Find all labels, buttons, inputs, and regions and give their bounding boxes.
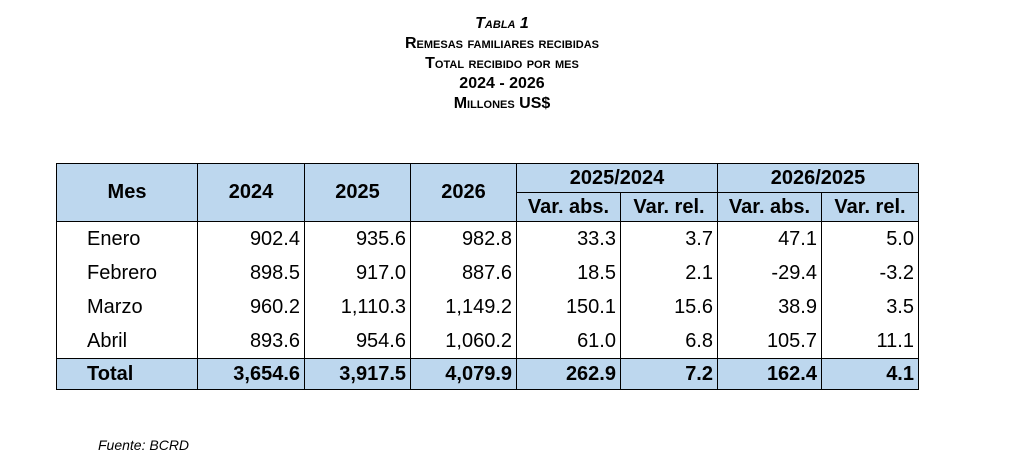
cell: 917.0 bbox=[304, 256, 411, 290]
cell: 6.8 bbox=[620, 324, 718, 359]
cell: 150.1 bbox=[516, 290, 621, 324]
table-number: Tabla 1 bbox=[475, 15, 529, 32]
cell: 11.1 bbox=[821, 324, 919, 359]
header-var-abs-1: Var. abs. bbox=[516, 192, 621, 222]
table-row: Enero 902.4 935.6 982.8 33.3 3.7 47.1 5.… bbox=[56, 221, 919, 256]
header-var-abs-2: Var. abs. bbox=[717, 192, 822, 222]
table-row: Febrero 898.5 917.0 887.6 18.5 2.1 -29.4… bbox=[56, 256, 919, 290]
cell: 1,149.2 bbox=[410, 290, 517, 324]
total-row: Total 3,654.6 3,917.5 4,079.9 262.9 7.2 … bbox=[56, 358, 919, 390]
cell: 18.5 bbox=[516, 256, 621, 290]
header-2024: 2024 bbox=[197, 163, 305, 222]
table-caption: Tabla 1 Remesas familiares recibidas Tot… bbox=[0, 14, 1004, 114]
remittances-table: Mes 2024 2025 2026 2025/2024 2026/2025 V… bbox=[56, 163, 919, 390]
header-group-2026-2025: 2026/2025 bbox=[717, 163, 919, 193]
cell: 898.5 bbox=[197, 256, 305, 290]
cell: 3,654.6 bbox=[197, 358, 305, 390]
header-group-2025-2024: 2025/2024 bbox=[516, 163, 718, 193]
header-var-rel-2: Var. rel. bbox=[821, 192, 919, 222]
table-subtitle: Total recibido por mes bbox=[425, 55, 579, 72]
cell: -29.4 bbox=[717, 256, 822, 290]
cell: 1,110.3 bbox=[304, 290, 411, 324]
cell-total-label: Total bbox=[56, 358, 198, 390]
cell: 61.0 bbox=[516, 324, 621, 359]
table-title: Remesas familiares recibidas bbox=[404, 35, 600, 52]
cell: 954.6 bbox=[304, 324, 411, 359]
table-row: Marzo 960.2 1,110.3 1,149.2 150.1 15.6 3… bbox=[56, 290, 919, 324]
source-note: Fuente: BCRD bbox=[98, 437, 190, 453]
cell: -3.2 bbox=[821, 256, 919, 290]
header-2026: 2026 bbox=[410, 163, 517, 222]
cell: 15.6 bbox=[620, 290, 718, 324]
cell: 935.6 bbox=[304, 221, 411, 256]
cell: 902.4 bbox=[197, 221, 305, 256]
cell: 262.9 bbox=[516, 358, 621, 390]
cell: 960.2 bbox=[197, 290, 305, 324]
cell: 5.0 bbox=[821, 221, 919, 256]
table-units: Millones US$ bbox=[453, 95, 551, 112]
cell: 1,060.2 bbox=[410, 324, 517, 359]
header-2025: 2025 bbox=[304, 163, 411, 222]
cell: 2.1 bbox=[620, 256, 718, 290]
cell: 893.6 bbox=[197, 324, 305, 359]
cell: 105.7 bbox=[717, 324, 822, 359]
cell: 3.7 bbox=[620, 221, 718, 256]
cell: 47.1 bbox=[717, 221, 822, 256]
cell: 7.2 bbox=[620, 358, 718, 390]
cell: 4.1 bbox=[821, 358, 919, 390]
header-var-rel-1: Var. rel. bbox=[620, 192, 718, 222]
cell: 38.9 bbox=[717, 290, 822, 324]
cell-mes: Enero bbox=[56, 221, 198, 256]
cell-mes: Abril bbox=[56, 324, 198, 359]
cell: 982.8 bbox=[410, 221, 517, 256]
cell: 887.6 bbox=[410, 256, 517, 290]
cell: 33.3 bbox=[516, 221, 621, 256]
cell-mes: Marzo bbox=[56, 290, 198, 324]
cell: 3.5 bbox=[821, 290, 919, 324]
cell: 4,079.9 bbox=[410, 358, 517, 390]
cell-mes: Febrero bbox=[56, 256, 198, 290]
header-mes: Mes bbox=[56, 163, 198, 222]
cell: 162.4 bbox=[717, 358, 822, 390]
cell: 3,917.5 bbox=[304, 358, 411, 390]
table-row: Abril 893.6 954.6 1,060.2 61.0 6.8 105.7… bbox=[56, 324, 919, 359]
table-period: 2024 - 2026 bbox=[459, 75, 545, 92]
